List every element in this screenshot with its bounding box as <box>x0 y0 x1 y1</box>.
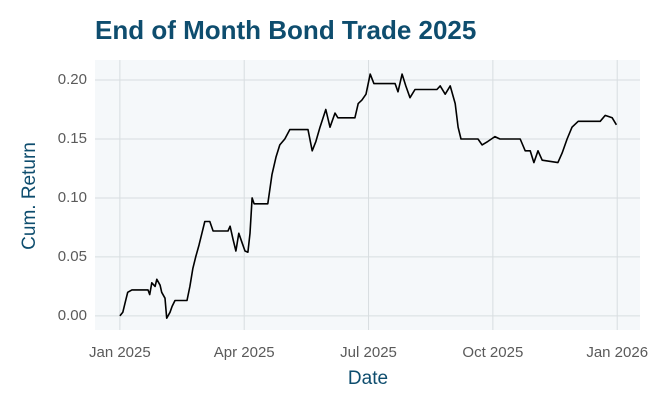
y-axis-title: Cum. Return <box>19 142 40 250</box>
x-axis-title: Date <box>348 368 388 389</box>
chart-title: End of Month Bond Trade 2025 <box>95 15 476 45</box>
x-tick-label: Apr 2025 <box>214 344 275 361</box>
x-tick-label: Jul 2025 <box>340 344 397 361</box>
y-tick-label: 0.15 <box>58 130 87 147</box>
x-tick-label: Oct 2025 <box>462 344 523 361</box>
y-tick-label: 0.05 <box>58 248 87 265</box>
x-tick-label: Jan 2025 <box>89 344 151 361</box>
x-tick-label: Jan 2026 <box>586 344 648 361</box>
line-series <box>119 73 618 320</box>
y-tick-label: 0.10 <box>58 189 87 206</box>
y-tick-label: 0.20 <box>58 71 87 88</box>
plot-panel <box>95 60 640 330</box>
y-tick-label: 0.00 <box>58 307 87 324</box>
